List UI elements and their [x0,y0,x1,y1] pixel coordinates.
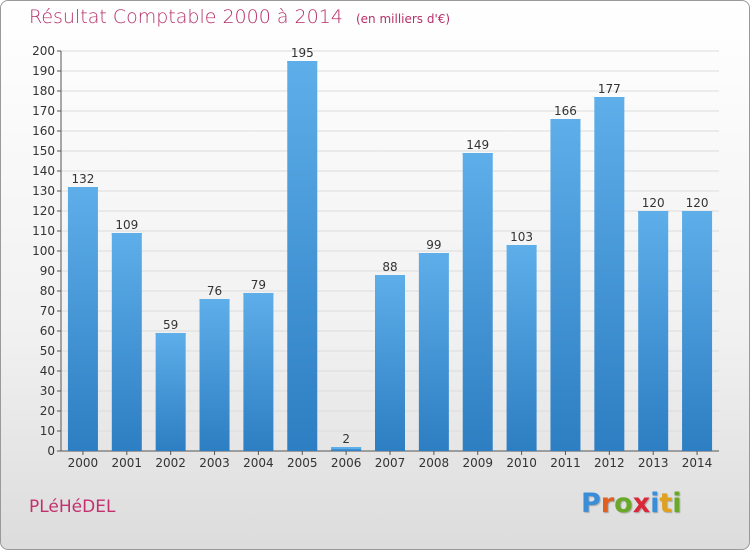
x-tick-label: 2013 [638,456,669,470]
x-tick-label: 2010 [506,456,537,470]
labels: 132 109 59 76 79 195 2 88 99 149 103 166 177 120 120 [71,46,708,446]
axes: 0 10 20 30 40 50 60 70 80 90 100 110 120 130 140 150 160… [32,44,719,470]
bar-cap [155,333,186,335]
x-tick-label: 2001 [112,456,143,470]
y-tick-label: 0 [47,444,55,458]
bar-cap [111,233,142,235]
data-label: 177 [598,82,621,96]
y-tick-label: 100 [32,244,55,258]
bar [199,299,230,451]
bar [682,211,713,451]
logo-letter: t [659,488,673,519]
x-tick-label: 2003 [199,456,230,470]
bar-cap [243,293,274,295]
y-tick-label: 140 [32,164,55,178]
y-tick-label: 130 [32,184,55,198]
bar [594,97,625,451]
x-tick-label: 2008 [419,456,450,470]
bar-cap [638,211,669,213]
y-tick-label: 90 [40,264,55,278]
y-tick-label: 40 [40,364,55,378]
y-tick-label: 110 [32,224,55,238]
chart-title-unit: (en milliers d'€) [355,12,451,26]
logo-letter: i [650,488,660,519]
bar-cap [67,187,98,189]
y-tick-label: 60 [40,324,55,338]
bar [67,187,98,451]
data-label: 166 [554,104,577,118]
y-tick-label: 150 [32,144,55,158]
x-tick-label: 2005 [287,456,318,470]
x-tick-label: 2006 [331,456,362,470]
y-tick-label: 80 [40,284,55,298]
bars [67,61,713,451]
x-tick-label: 2004 [243,456,274,470]
y-tick-label: 200 [32,44,55,58]
bar [287,61,318,451]
y-tick-label: 70 [40,304,55,318]
bar-cap [506,245,537,247]
data-label: 2 [342,432,350,446]
y-tick-label: 120 [32,204,55,218]
bar [550,119,581,451]
logo-letter: P [581,488,601,519]
bar-cap [550,119,581,121]
x-tick-label: 2002 [155,456,186,470]
y-tick-label: 170 [32,104,55,118]
bar-cap [418,253,449,255]
commune-name: PLéHéDEL [29,497,116,517]
bar-cap [682,211,713,213]
logo-letter: i [672,488,682,519]
logo-letter: x [632,488,651,519]
data-label: 195 [291,46,314,60]
chart-title: Résultat Comptable 2000 à 2014 (en milli… [29,6,450,28]
bar-cap [375,275,405,277]
data-label: 59 [163,318,178,332]
bar [462,153,493,451]
bar-cap [594,97,625,99]
logo-letter: r [600,488,615,519]
y-tick-label: 180 [32,84,55,98]
x-tick-label: 2011 [550,456,581,470]
data-label: 79 [251,278,266,292]
bar [111,233,142,451]
bar-cap [199,299,230,301]
bar-cap [331,447,362,449]
data-label: 132 [71,172,94,186]
bar-cap [287,61,318,63]
y-tick-label: 20 [40,404,55,418]
data-label: 120 [686,196,709,210]
bar [375,275,405,451]
y-tick-label: 160 [32,124,55,138]
y-tick-label: 10 [40,424,55,438]
data-label: 88 [382,260,397,274]
x-tick-label: 2009 [462,456,493,470]
data-label: 120 [642,196,665,210]
x-tick-label: 2000 [68,456,99,470]
bar [243,293,274,451]
data-label: 109 [115,218,138,232]
bar-cap [462,153,493,155]
data-label: 103 [510,230,533,244]
proxiti-logo: Proxiti [581,488,682,519]
bar [506,245,537,451]
y-tick-label: 190 [32,64,55,78]
data-label: 76 [207,284,222,298]
chart-title-main: Résultat Comptable 2000 à 2014 [29,6,343,28]
logo-letter: o [614,488,633,519]
y-tick-label: 50 [40,344,55,358]
bar [418,253,449,451]
bar [638,211,669,451]
data-label: 99 [426,238,441,252]
y-tick-label: 30 [40,384,55,398]
x-tick-label: 2007 [375,456,406,470]
x-tick-label: 2012 [594,456,625,470]
data-label: 149 [466,138,489,152]
x-tick-label: 2014 [682,456,713,470]
bar [155,333,186,451]
